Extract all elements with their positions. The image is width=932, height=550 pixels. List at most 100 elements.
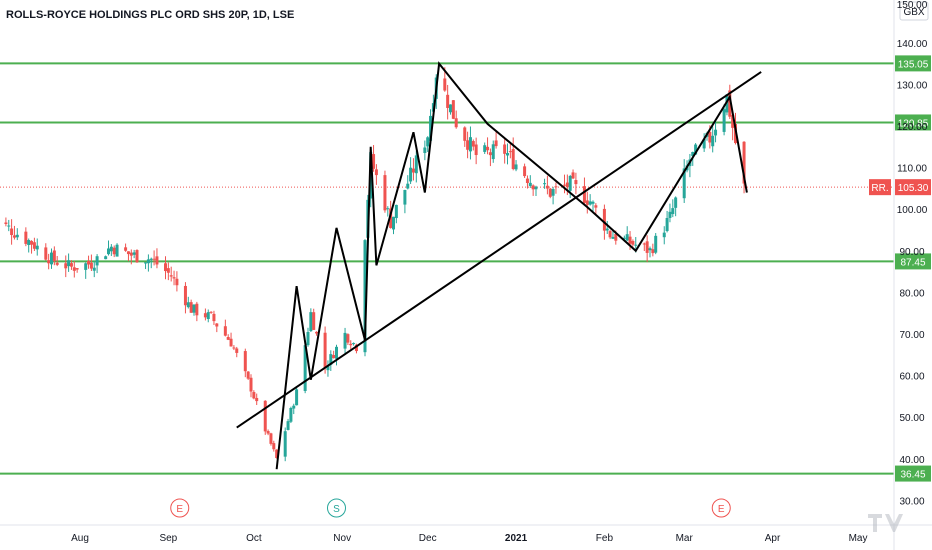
candle-body [189, 302, 193, 313]
candle [594, 203, 598, 215]
y-tick-label: 100.00 [897, 205, 928, 216]
candle-body [206, 312, 210, 320]
x-tick-label: Feb [596, 533, 614, 544]
event-marker[interactable]: E [711, 498, 731, 518]
candle [714, 121, 718, 143]
candle-body [349, 343, 353, 346]
candle-body [172, 277, 176, 279]
candle [514, 160, 518, 172]
candle-body [263, 400, 267, 432]
y-tick-label: 70.00 [899, 330, 924, 341]
y-tick-label: 120.00 [897, 122, 928, 133]
candle [682, 159, 686, 203]
candle [92, 261, 96, 278]
candle [383, 170, 387, 213]
candle [554, 182, 558, 194]
candle [528, 175, 532, 188]
candle-body [642, 243, 646, 245]
candle [263, 400, 267, 435]
candle-body [411, 168, 415, 173]
trendline-rising-support[interactable] [236, 71, 762, 429]
candle-body [491, 144, 495, 160]
candle-body [306, 331, 310, 346]
event-marker-letter: S [333, 504, 340, 515]
event-marker-circle[interactable] [711, 498, 731, 518]
candle [523, 163, 527, 178]
candle [135, 249, 139, 263]
candle-body [409, 167, 413, 182]
candle-body [203, 313, 207, 318]
candle-body [731, 114, 735, 128]
x-tick-label: May [849, 533, 868, 544]
candle [449, 104, 452, 115]
time-axis[interactable]: Aug Sep Oct Nov Dec 2021 Feb Mar Apr May [0, 524, 932, 544]
candle [463, 126, 467, 147]
candle-body [503, 144, 507, 154]
candle-body [149, 258, 153, 260]
candle-body [329, 354, 333, 365]
event-marker-circle[interactable] [170, 498, 190, 518]
candle [124, 243, 128, 252]
y-tick-label: 80.00 [899, 288, 924, 299]
candle [665, 210, 669, 233]
plot-background[interactable] [0, 0, 894, 525]
candle [4, 217, 8, 227]
candle [104, 255, 108, 260]
candle-body [605, 228, 609, 231]
candle-body [543, 183, 547, 185]
candle [146, 254, 150, 272]
candle-body [383, 175, 387, 211]
trendline-zigzag-pattern[interactable] [275, 61, 748, 470]
candle-body [144, 262, 148, 264]
candle-body [72, 267, 76, 271]
candle [175, 271, 179, 292]
currency-badge[interactable] [899, 1, 929, 21]
candle-body [389, 208, 393, 228]
candle [195, 301, 199, 322]
candle [585, 191, 589, 214]
candle [525, 175, 529, 189]
candle [72, 261, 76, 278]
candle-body [554, 186, 558, 188]
candle-body [283, 431, 287, 457]
candle-body [109, 246, 113, 252]
candle [645, 235, 649, 263]
x-tick-label: Apr [765, 533, 781, 544]
candle-body [183, 285, 187, 306]
candle-body [315, 331, 319, 334]
candle [406, 175, 410, 190]
plot-area[interactable] [0, 0, 894, 525]
candle [67, 253, 71, 272]
candle [648, 246, 652, 258]
candle [386, 206, 390, 217]
candle-body [323, 332, 327, 368]
candle [303, 341, 307, 394]
candle [203, 308, 207, 321]
level-label: 36.45 [900, 470, 925, 481]
candle-body [488, 152, 492, 156]
candle [722, 104, 726, 136]
candle-body [494, 140, 498, 147]
candle-body [374, 169, 378, 176]
candle-body [186, 302, 190, 308]
candle-body [115, 244, 119, 257]
candle-body [275, 449, 279, 459]
candle-body [474, 144, 478, 156]
event-marker-circle[interactable] [327, 498, 346, 518]
candle [403, 189, 407, 214]
candle [491, 140, 495, 163]
event-marker[interactable]: E [170, 498, 190, 518]
candle-body [195, 303, 199, 316]
candle-body [483, 145, 487, 152]
candle [352, 342, 356, 346]
candle [571, 169, 575, 180]
candle [662, 226, 666, 245]
candle [454, 110, 458, 129]
candle-body [525, 178, 529, 184]
candle-body [691, 152, 695, 157]
candle [229, 332, 233, 347]
event-marker[interactable]: S [327, 498, 346, 518]
candle-body [75, 268, 79, 270]
